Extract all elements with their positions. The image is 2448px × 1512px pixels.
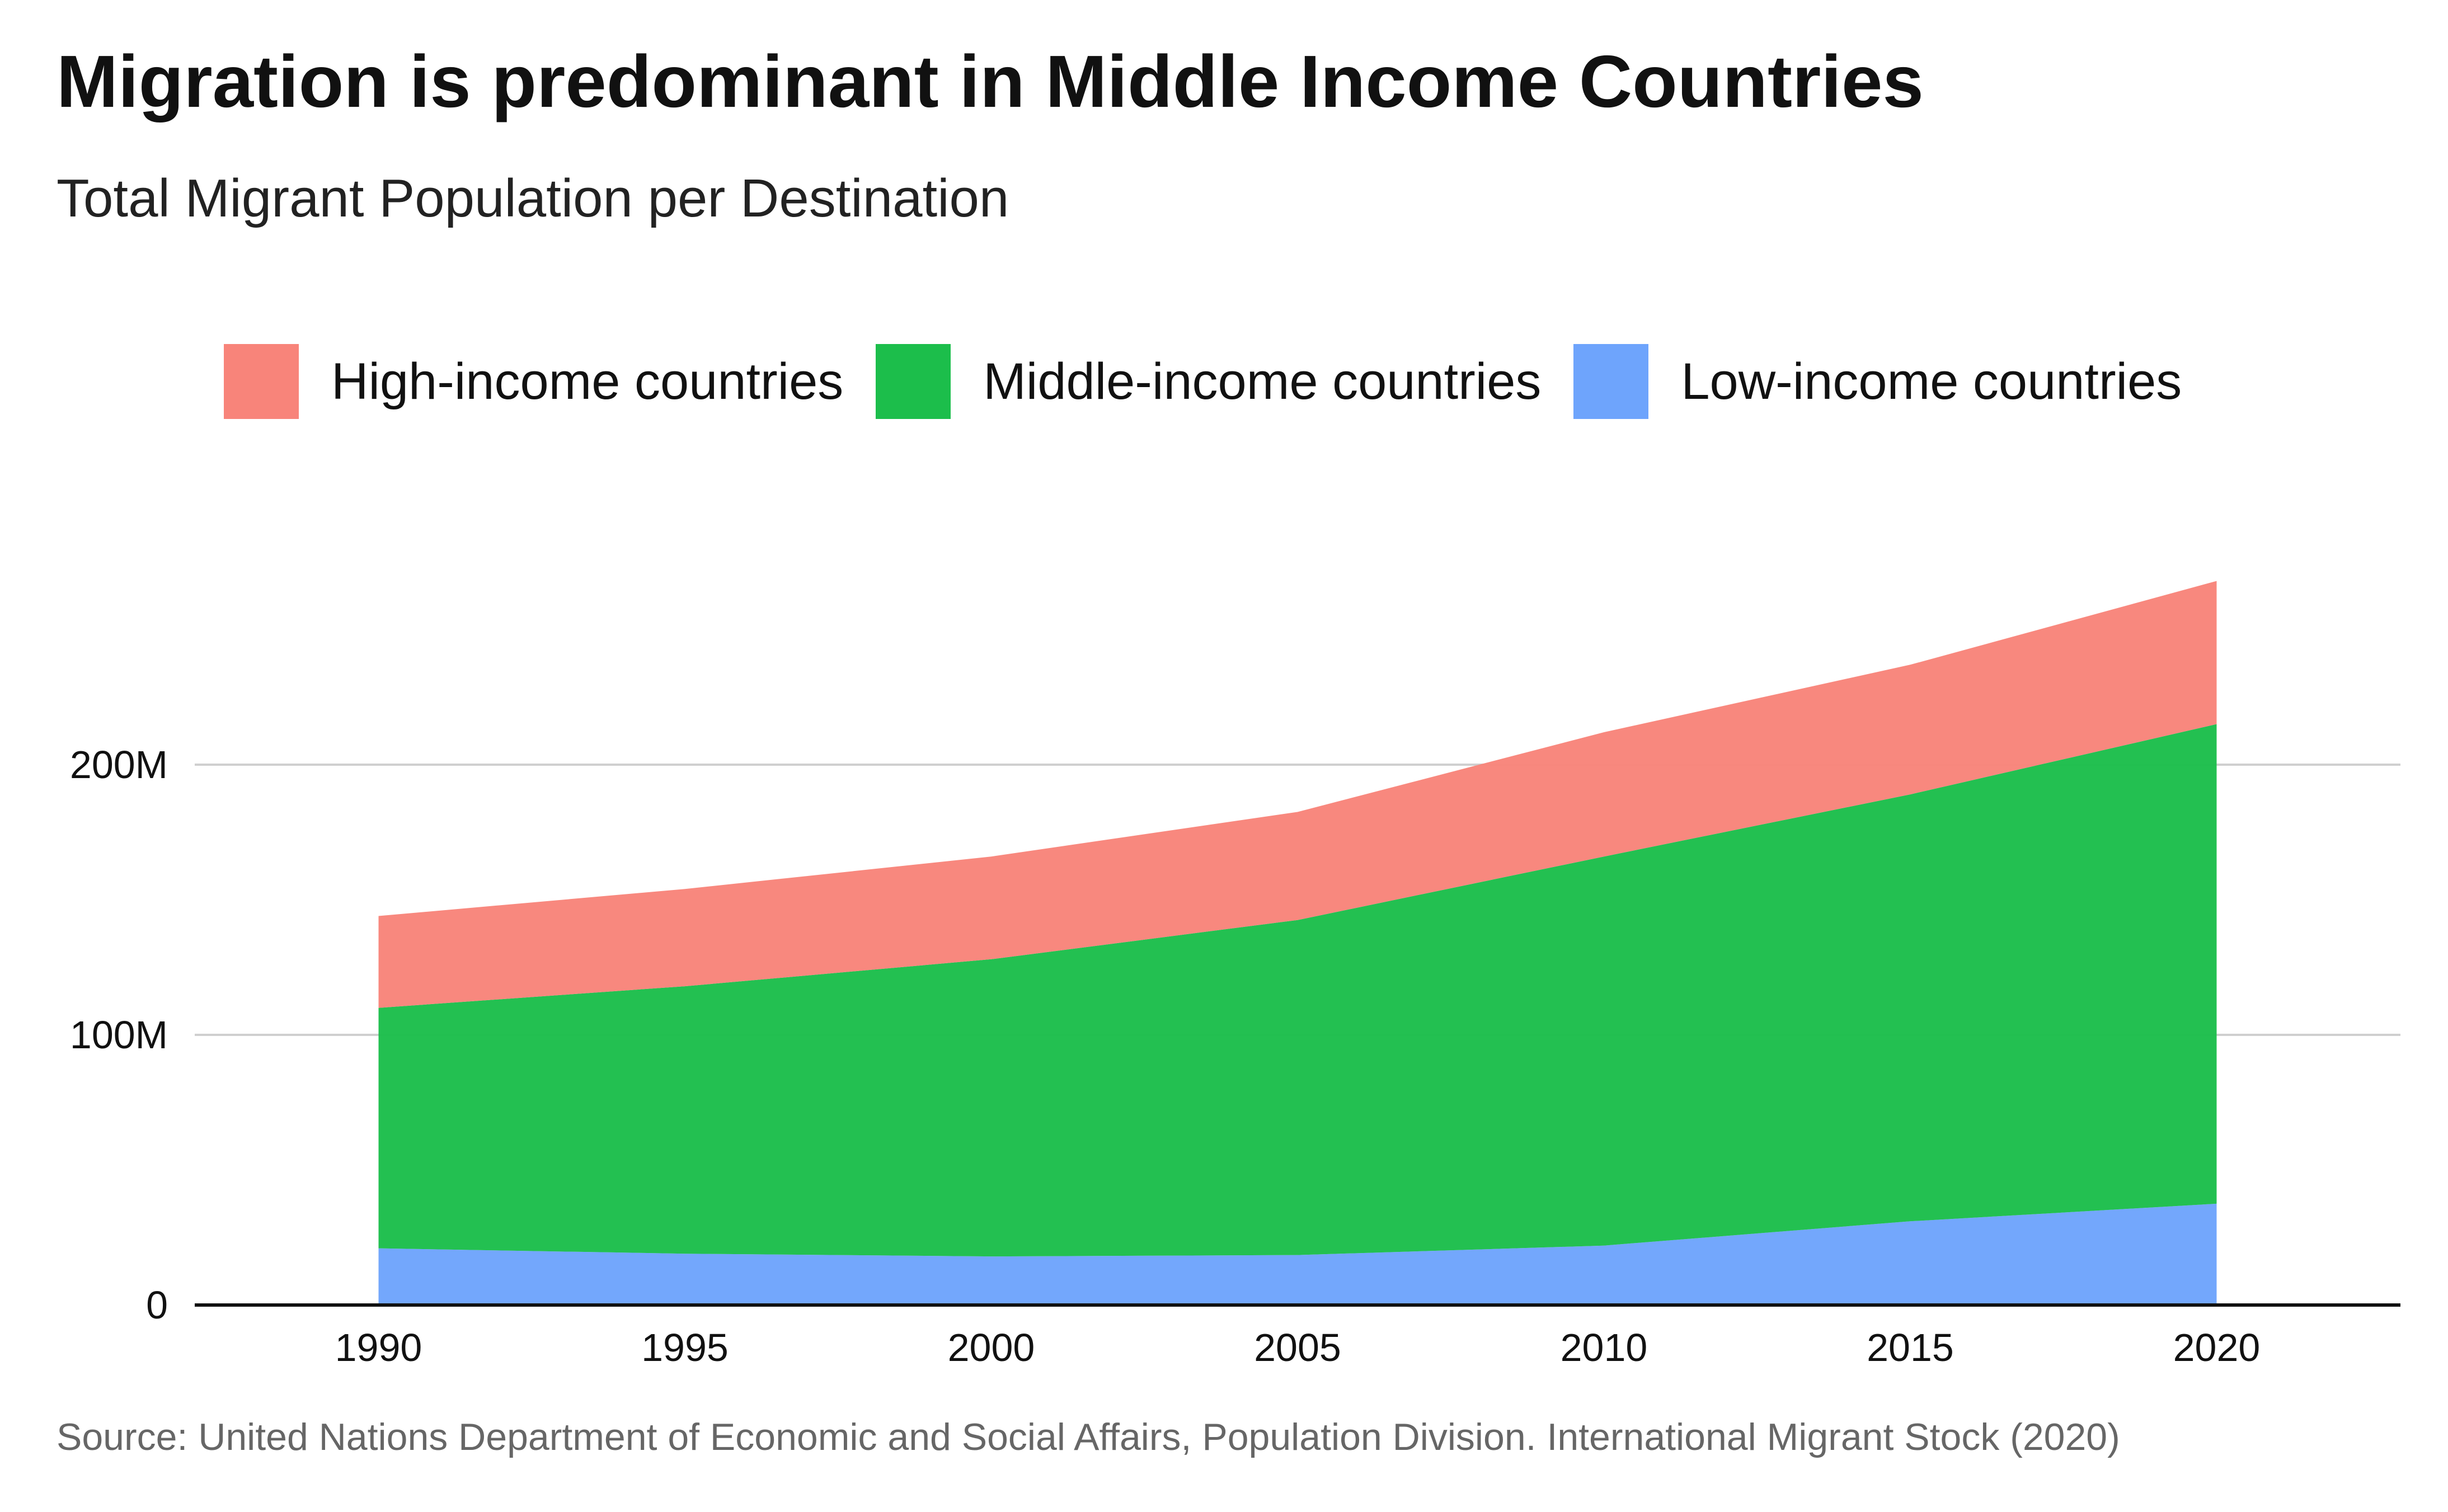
legend-item-middle-income[interactable]: Middle-income countries bbox=[876, 344, 1541, 419]
area-middle-income-countries bbox=[378, 724, 2217, 1257]
chart-subtitle: Total Migrant Population per Destination bbox=[57, 168, 1009, 228]
legend-swatch-middle-income bbox=[876, 344, 951, 419]
legend-item-high-income[interactable]: High-income countries bbox=[224, 344, 843, 419]
legend-label-middle-income: Middle-income countries bbox=[983, 352, 1542, 410]
legend-swatch-high-income bbox=[224, 344, 299, 419]
x-tick-label: 2020 bbox=[2173, 1326, 2261, 1369]
x-tick-label: 2015 bbox=[1867, 1326, 1954, 1369]
area-low-income-countries bbox=[378, 1203, 2217, 1305]
legend-item-low-income[interactable]: Low-income countries bbox=[1573, 344, 2182, 419]
x-tick-label: 2000 bbox=[948, 1326, 1035, 1369]
y-tick-label: 0 bbox=[146, 1283, 168, 1327]
chart-title: Migration is predominant in Middle Incom… bbox=[57, 40, 1924, 123]
legend: High-income countries Middle-income coun… bbox=[224, 342, 2214, 421]
legend-label-low-income: Low-income countries bbox=[1681, 352, 2182, 410]
x-tick-label: 1990 bbox=[335, 1326, 422, 1369]
area-high-income-countries bbox=[378, 581, 2217, 1008]
x-tick-label: 1995 bbox=[641, 1326, 729, 1369]
source-note: Source: United Nations Department of Eco… bbox=[57, 1416, 2120, 1458]
x-tick-label: 2005 bbox=[1254, 1326, 1341, 1369]
legend-swatch-low-income bbox=[1573, 344, 1649, 419]
y-tick-label: 200M bbox=[70, 743, 168, 786]
y-tick-label: 100M bbox=[70, 1013, 168, 1057]
legend-label-high-income: High-income countries bbox=[331, 352, 844, 410]
x-tick-label: 2010 bbox=[1561, 1326, 1648, 1369]
